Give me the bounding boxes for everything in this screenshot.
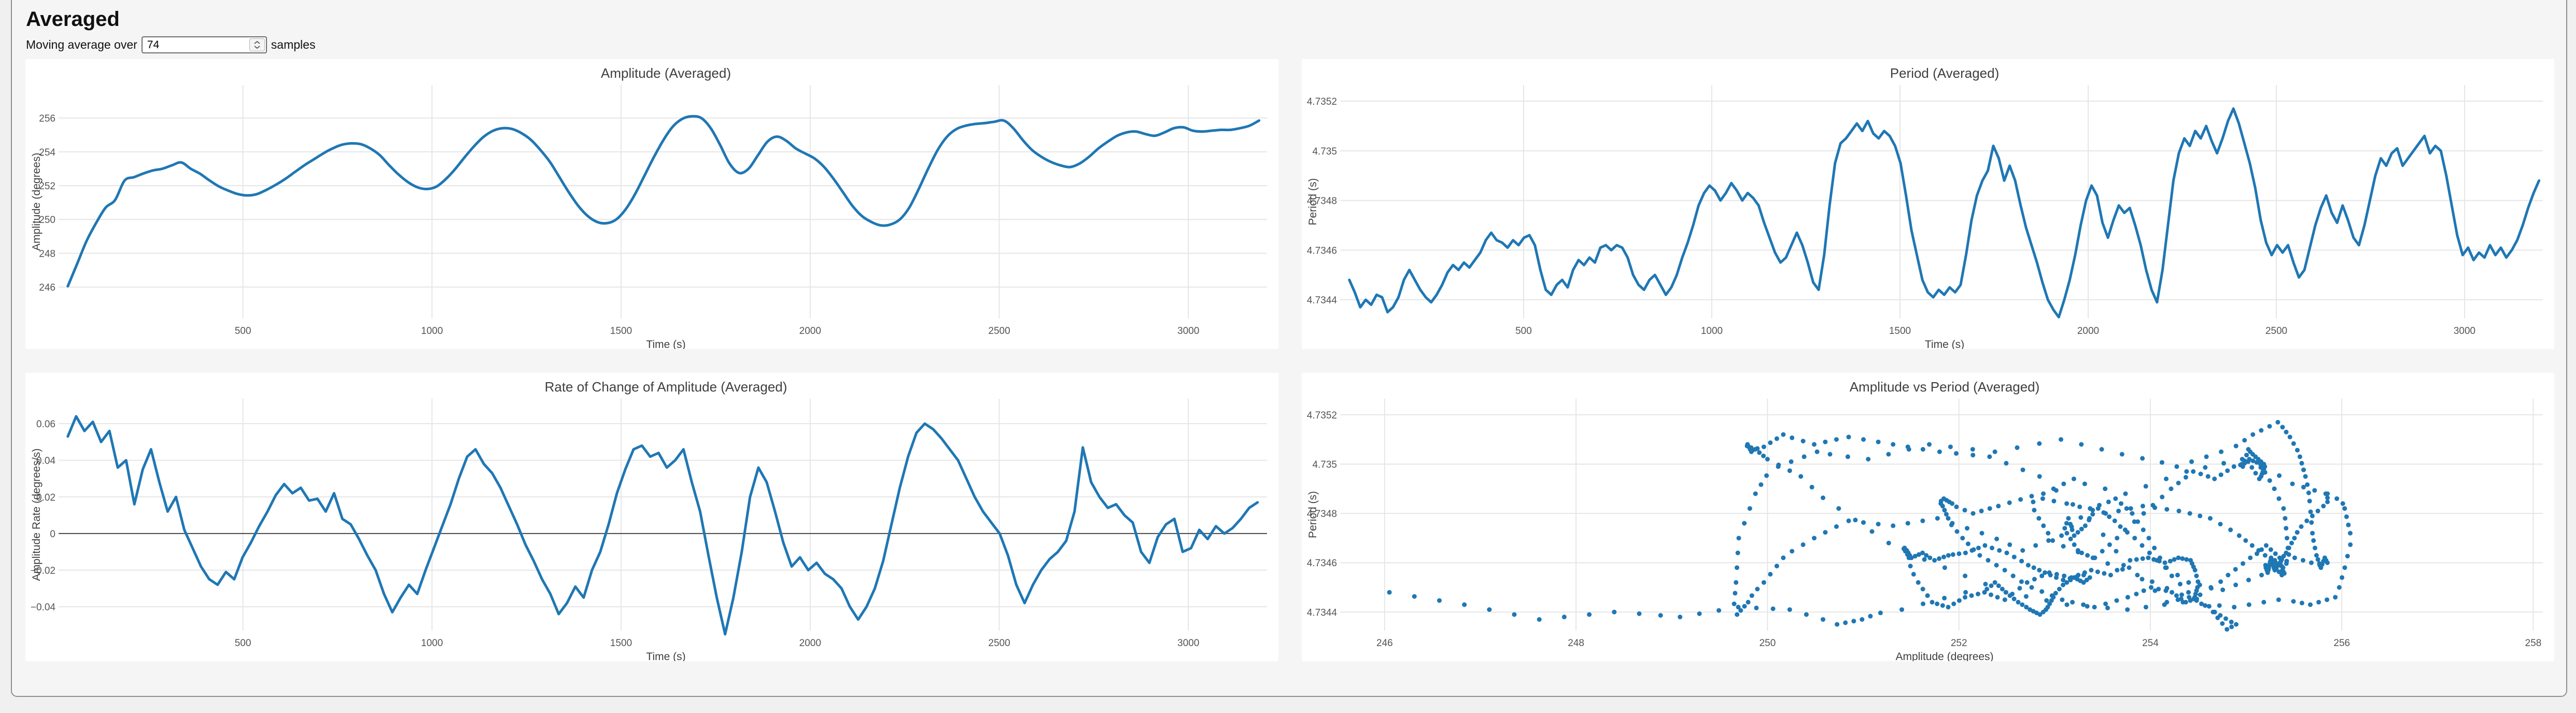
data-line bbox=[66, 415, 1259, 636]
x-tick-label: 1500 bbox=[610, 638, 632, 649]
dashboard-container: Averaged Moving average over samples 500… bbox=[11, 0, 2567, 697]
data-line bbox=[1348, 107, 2541, 319]
period-chart: 500 1000 1500 2000 2500 3000 4.7344 4.7346 4.734… bbox=[1307, 65, 2543, 349]
y-tick-label: 4.7352 bbox=[1307, 410, 1337, 421]
x-tick-label: 3000 bbox=[1177, 638, 1199, 649]
spinner-up-icon[interactable] bbox=[254, 40, 261, 45]
x-axis-label: Time (s) bbox=[1925, 339, 1964, 349]
x-tick-label: 500 bbox=[1515, 326, 1532, 337]
x-tick-label: 252 bbox=[1951, 638, 1967, 649]
y-axis-label: Amplitude (degrees) bbox=[31, 152, 43, 250]
chart-title: Period (Averaged) bbox=[1890, 65, 2000, 81]
y-tick-label: −0.04 bbox=[31, 602, 56, 613]
x-axis-label: Time (s) bbox=[646, 339, 685, 349]
x-tick-label: 3000 bbox=[2454, 326, 2475, 337]
y-tick-label: 4.7344 bbox=[1307, 607, 1338, 618]
y-tick-label: 4.7344 bbox=[1307, 295, 1338, 306]
y-tick-label: 4.7348 bbox=[1307, 196, 1337, 207]
x-axis-label: Amplitude (degrees) bbox=[1895, 651, 1993, 661]
y-tick-label: 248 bbox=[39, 248, 55, 259]
amplitude-chart: 500 1000 1500 2000 2500 3000 246 248 250 252 254 25… bbox=[31, 65, 1267, 349]
y-axis-label: Period (s) bbox=[1307, 178, 1319, 225]
y-tick-label: 0.04 bbox=[36, 456, 55, 467]
charts-grid: 500 1000 1500 2000 2500 3000 246 248 250 252 254 25… bbox=[25, 59, 2554, 661]
chart-title: Rate of Change of Amplitude (Averaged) bbox=[545, 379, 787, 395]
x-tick-label: 250 bbox=[1759, 638, 1776, 649]
y-tick-label: −0.02 bbox=[31, 565, 55, 576]
y-tick-label: 4.7348 bbox=[1307, 509, 1337, 520]
x-tick-label: 500 bbox=[235, 638, 251, 649]
y-tick-label: 256 bbox=[39, 114, 55, 124]
y-tick-label: 0 bbox=[50, 529, 55, 540]
y-tick-label: 254 bbox=[39, 147, 55, 158]
x-tick-label: 258 bbox=[2525, 638, 2542, 649]
x-tick-label: 2000 bbox=[799, 326, 821, 337]
moving-average-control: Moving average over samples bbox=[26, 36, 315, 53]
y-tick-label: 246 bbox=[39, 283, 55, 293]
y-tick-label: 4.735 bbox=[1312, 459, 1337, 470]
x-tick-label: 1500 bbox=[610, 326, 632, 337]
x-tick-label: 2500 bbox=[988, 638, 1010, 649]
samples-label: samples bbox=[271, 38, 316, 51]
moving-average-input[interactable] bbox=[141, 36, 267, 53]
y-tick-label: 250 bbox=[39, 215, 55, 226]
x-tick-label: 3000 bbox=[1177, 326, 1199, 337]
y-tick-label: 4.7346 bbox=[1307, 245, 1337, 256]
moving-average-label: Moving average over bbox=[26, 38, 137, 51]
amplitude-rate-chart: 500 1000 1500 2000 2500 3000 −0.04 −0.02 0 0.02 0.… bbox=[31, 379, 1267, 661]
y-tick-label: 0.02 bbox=[36, 492, 55, 503]
amplitude-vs-period-chart: 246 248 250 252 254 256 258 4.7344 4.7346 4.7348 4… bbox=[1307, 379, 2543, 661]
x-tick-label: 1500 bbox=[1889, 326, 1911, 337]
x-tick-label: 254 bbox=[2142, 638, 2159, 649]
y-tick-label: 4.7352 bbox=[1307, 96, 1337, 107]
page-title: Averaged bbox=[26, 8, 120, 31]
y-tick-label: 4.7346 bbox=[1307, 558, 1337, 569]
y-tick-label: 252 bbox=[39, 181, 55, 192]
chart-title: Amplitude (Averaged) bbox=[601, 65, 731, 81]
y-tick-label: 4.735 bbox=[1312, 146, 1337, 157]
x-tick-label: 2000 bbox=[799, 638, 821, 649]
chart-title: Amplitude vs Period (Averaged) bbox=[1850, 379, 2040, 395]
chart-panel-period: 500 1000 1500 2000 2500 3000 4.7344 4.7346 4.734… bbox=[1302, 59, 2554, 349]
chart-panel-amplitude-vs-period: 246 248 250 252 254 256 258 4.7344 4.7346 4.7348 4… bbox=[1302, 373, 2554, 661]
y-axis-label: Amplitude Rate (degrees/s) bbox=[31, 449, 43, 581]
x-tick-label: 248 bbox=[1568, 638, 1584, 649]
moving-average-input-wrap bbox=[141, 36, 267, 53]
x-tick-label: 1000 bbox=[421, 638, 443, 649]
x-tick-label: 246 bbox=[1376, 638, 1393, 649]
scatter-points bbox=[1387, 420, 2353, 632]
x-tick-label: 2000 bbox=[2077, 326, 2099, 337]
y-axis-label: Period (s) bbox=[1307, 491, 1319, 538]
x-tick-label: 256 bbox=[2333, 638, 2350, 649]
data-line bbox=[66, 115, 1261, 288]
x-tick-label: 1000 bbox=[1701, 326, 1723, 337]
x-tick-label: 1000 bbox=[421, 326, 443, 337]
x-tick-label: 500 bbox=[235, 326, 251, 337]
spinner-down-icon[interactable] bbox=[254, 45, 261, 49]
chart-panel-amplitude-rate: 500 1000 1500 2000 2500 3000 −0.04 −0.02 0 0.02 0.… bbox=[25, 373, 1278, 661]
y-tick-label: 0.06 bbox=[36, 419, 55, 430]
x-axis-label: Time (s) bbox=[646, 651, 685, 661]
x-tick-label: 2500 bbox=[2265, 326, 2287, 337]
x-tick-label: 2500 bbox=[988, 326, 1010, 337]
chart-panel-amplitude: 500 1000 1500 2000 2500 3000 246 248 250 252 254 25… bbox=[25, 59, 1278, 349]
number-spinner[interactable] bbox=[249, 38, 265, 51]
